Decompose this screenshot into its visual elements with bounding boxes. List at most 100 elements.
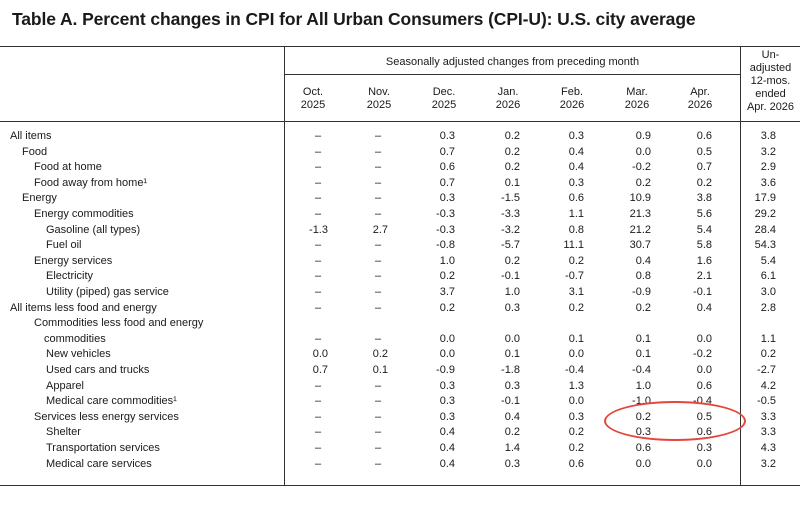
value-cell: -0.4: [565, 364, 584, 376]
value-cell: 1.1: [568, 208, 584, 220]
value-cell: 0.0: [635, 145, 651, 158]
value-cell: 0.6: [439, 161, 455, 174]
value-cell: 0.0: [439, 348, 455, 361]
row-label: . . . . . . . . . . . . . . . . . . . . …: [46, 269, 280, 285]
value-cell: –: [374, 395, 382, 408]
value-cell: 0.2: [568, 442, 584, 454]
header-bottom-rule: [0, 121, 800, 122]
row-label-text: Gasoline (all types): [46, 223, 143, 236]
unadjusted-value-cell: 1.1: [760, 332, 776, 345]
value-cell: 0.2: [504, 254, 520, 267]
value-cell: 0.2: [635, 176, 651, 189]
column-header-month: Dec.: [432, 86, 456, 98]
unadjusted-value-cell: 6.1: [760, 270, 776, 283]
value-cell: 0.0: [696, 332, 712, 345]
row-label-continued: Commodities less food and energy: [34, 316, 314, 332]
column-header: Dec. 2025: [414, 86, 474, 112]
row-label: . . . . . . . . . . . . . . . . . . . . …: [34, 207, 280, 223]
value-cell: –: [314, 254, 322, 267]
row-label: . . . . . . . . . . . . . . . . . . . . …: [46, 457, 280, 473]
table-row: . . . . . . . . . . . . . . . . . . . . …: [0, 457, 800, 473]
value-cell: 3.1: [568, 286, 584, 298]
value-cell: 1.0: [439, 254, 455, 267]
row-label-text: Services less energy services: [34, 410, 181, 423]
value-cell: 0.1: [568, 332, 584, 345]
value-cell: –: [314, 395, 322, 408]
unadjusted-value-cell: 2.9: [760, 161, 776, 174]
table-row: . . . . . . . . . . . . . . . . . . . . …: [0, 191, 800, 207]
table-row: . . . . . . . . . . . . . . . . . . . . …: [0, 129, 800, 145]
value-cell: 0.2: [568, 426, 584, 439]
unadjusted-header-line-5: Apr. 2026: [746, 101, 795, 113]
table-row: . . . . . . . . . . . . . . . . . . . . …: [0, 269, 800, 285]
value-cell: –: [374, 130, 382, 142]
unadjusted-value-cell: 3.3: [760, 426, 776, 439]
value-cell: 0.8: [635, 270, 651, 283]
column-header: Mar. 2026: [607, 86, 667, 112]
value-cell: 3.8: [696, 192, 712, 205]
value-cell: –: [374, 332, 382, 345]
value-cell: 0.7: [312, 364, 328, 376]
value-cell: 0.1: [504, 348, 520, 361]
value-cell: -1.8: [501, 364, 520, 376]
row-label: . . . . . . . . . . . . . . . . . . . . …: [34, 410, 280, 426]
value-cell: 21.3: [629, 208, 651, 220]
value-cell: 1.6: [696, 254, 712, 267]
value-cell: 5.8: [696, 239, 712, 252]
bottom-rule: [0, 485, 800, 486]
value-cell: -0.9: [632, 286, 651, 298]
highlight-annotation-ellipse: [604, 401, 746, 441]
value-cell: –: [374, 254, 382, 267]
row-label: . . . . . . . . . . . . . . . . . . . . …: [46, 394, 280, 410]
row-label: . . . . . . . . . . . . . . . . . . . . …: [46, 285, 280, 301]
row-label-text: Electricity: [46, 270, 96, 283]
unadjusted-value-cell: 17.9: [754, 192, 776, 205]
value-cell: 30.7: [629, 239, 651, 252]
table-row: . . . . . . . . . . . . . . . . . . . . …: [0, 332, 800, 348]
value-cell: 0.9: [635, 130, 651, 142]
unadjusted-value-cell: 5.4: [760, 254, 776, 267]
value-cell: –: [314, 145, 322, 158]
value-cell: 1.4: [504, 442, 520, 454]
value-cell: 0.3: [439, 130, 455, 142]
value-cell: 0.1: [372, 364, 388, 376]
value-cell: –: [374, 208, 382, 220]
unadjusted-12-month-header: Un- adjusted 12-mos. ended Apr. 2026: [741, 49, 800, 114]
value-cell: 0.2: [439, 301, 455, 314]
unadjusted-value-cell: 4.2: [760, 379, 776, 392]
row-label: . . . . . . . . . . . . . . . . . . . . …: [46, 347, 280, 363]
row-label: . . . . . . . . . . . . . . . . . . . . …: [46, 379, 280, 395]
value-cell: –: [314, 208, 322, 220]
column-header-month: Oct.: [302, 86, 324, 98]
row-label: . . . . . . . . . . . . . . . . . . . . …: [46, 425, 280, 441]
value-cell: 0.2: [504, 426, 520, 439]
value-cell: 0.6: [568, 457, 584, 470]
column-header: Apr. 2026: [670, 86, 730, 112]
row-label-line-1: Commodities less food and energy: [34, 317, 204, 330]
value-cell: 0.3: [568, 130, 584, 142]
value-cell: –: [314, 426, 322, 439]
row-label: . . . . . . . . . . . . . . . . . . . . …: [46, 223, 280, 239]
value-cell: 0.5: [696, 145, 712, 158]
row-label-text: commodities: [44, 332, 108, 345]
value-cell: 0.6: [696, 379, 712, 392]
row-label-text: Food: [22, 145, 50, 158]
value-cell: 2.1: [696, 270, 712, 283]
row-label-text: Energy services: [34, 254, 115, 267]
value-cell: 21.2: [629, 223, 651, 236]
value-cell: -0.1: [501, 270, 520, 283]
value-cell: 0.0: [635, 457, 651, 470]
value-cell: –: [374, 192, 382, 205]
column-header-month: Nov.: [368, 86, 390, 98]
value-cell: 0.2: [568, 254, 584, 267]
value-cell: –: [374, 161, 382, 174]
row-label: . . . . . . . . . . . . . . . . . . . . …: [10, 129, 280, 145]
value-cell: 0.6: [568, 192, 584, 205]
value-cell: –: [314, 410, 322, 423]
row-label-text: Energy commodities: [34, 208, 136, 220]
table-row: . . . . . . . . . . . . . . . . . . . . …: [0, 363, 800, 379]
value-cell: 0.3: [504, 301, 520, 314]
value-cell: 0.0: [696, 457, 712, 470]
table-row: . . . . . . . . . . . . . . . . . . . . …: [0, 160, 800, 176]
value-cell: –: [374, 176, 382, 189]
